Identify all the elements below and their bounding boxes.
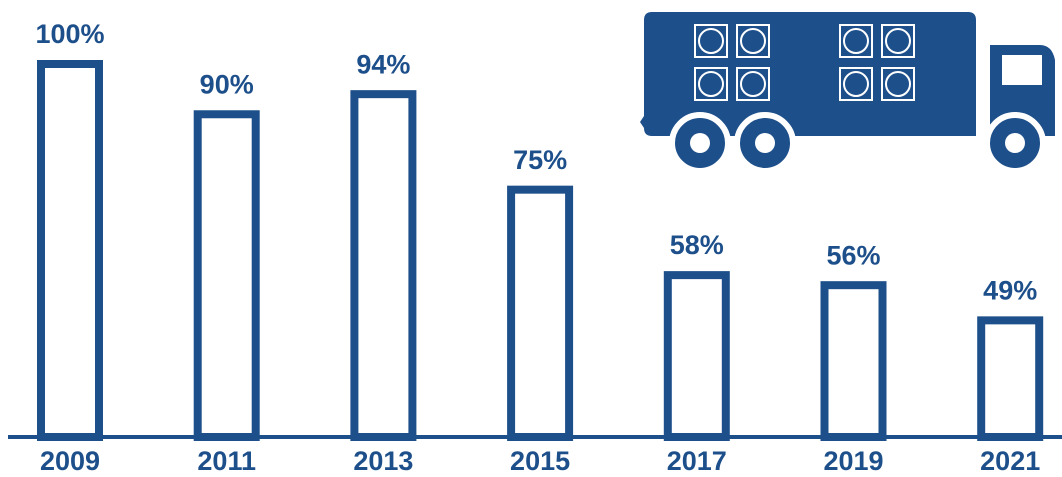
x-tick-label: 2013 <box>353 446 413 476</box>
bar <box>37 60 103 441</box>
x-tick-label: 2011 <box>197 446 256 476</box>
value-label: 75% <box>513 145 567 175</box>
value-label: 100% <box>35 19 104 49</box>
bar <box>663 271 730 441</box>
x-tick-label: 2021 <box>980 446 1040 476</box>
x-tick-label: 2015 <box>510 446 570 476</box>
bar <box>820 281 887 441</box>
bar <box>977 316 1044 441</box>
x-tick-label: 2017 <box>667 446 727 476</box>
value-label: 49% <box>983 275 1037 305</box>
value-label: 90% <box>200 69 254 99</box>
bar <box>507 185 574 441</box>
truck-icon <box>640 12 1055 174</box>
value-label: 58% <box>670 230 724 260</box>
x-tick-label: 2009 <box>40 446 100 476</box>
bar <box>193 110 260 442</box>
value-label: 94% <box>356 49 410 79</box>
value-label: 56% <box>826 240 880 270</box>
x-tick-label: 2019 <box>823 446 883 476</box>
bar <box>350 90 417 441</box>
